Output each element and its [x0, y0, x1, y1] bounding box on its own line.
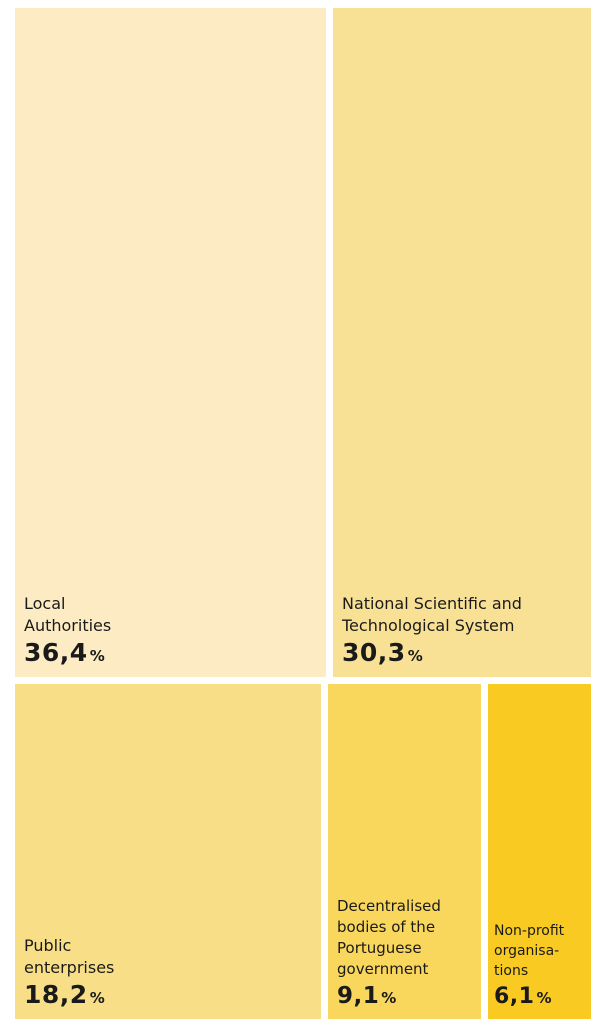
tile-value: 18,2% — [24, 979, 317, 1014]
tile-value: 6,1% — [494, 981, 587, 1014]
tile-label: Local Authorities — [24, 594, 112, 635]
tile-value-number: 6,1 — [494, 984, 535, 1009]
tile-text: Non-profit organisa- tions 6,1% — [494, 921, 587, 1014]
treemap-tile: Non-profit organisa- tions 6,1% — [488, 684, 591, 1019]
tile-text: Public enterprises 18,2% — [24, 935, 317, 1014]
tile-value-number: 18,2 — [24, 980, 88, 1009]
tile-value-number: 36,4 — [24, 638, 88, 667]
treemap-tile: Public enterprises 18,2% — [15, 684, 321, 1019]
tile-value-unit: % — [89, 989, 106, 1007]
tile-value-unit: % — [89, 647, 106, 665]
tile-label: Decentralised bodies of the Portuguese g… — [337, 897, 441, 978]
tile-text: National Scientific and Technological Sy… — [342, 593, 587, 672]
treemap-tile: Local Authorities 36,4% — [15, 8, 326, 677]
tile-text: Local Authorities 36,4% — [24, 593, 322, 672]
tile-value: 9,1% — [337, 980, 477, 1014]
treemap-tile: National Scientific and Technological Sy… — [333, 8, 591, 677]
tile-value-unit: % — [381, 989, 397, 1007]
tile-label: Non-profit organisa- tions — [494, 923, 565, 979]
tile-value-number: 30,3 — [342, 638, 406, 667]
tile-value-unit: % — [407, 647, 424, 665]
tile-label: National Scientific and Technological Sy… — [342, 594, 522, 635]
tile-value-number: 9,1 — [337, 983, 380, 1009]
tile-value: 30,3% — [342, 637, 587, 672]
tile-label: Public enterprises — [24, 936, 115, 977]
tile-value-unit: % — [536, 989, 553, 1007]
tile-value: 36,4% — [24, 637, 322, 672]
treemap-tile: Decentralised bodies of the Portuguese g… — [328, 684, 481, 1019]
tile-text: Decentralised bodies of the Portuguese g… — [337, 896, 477, 1014]
